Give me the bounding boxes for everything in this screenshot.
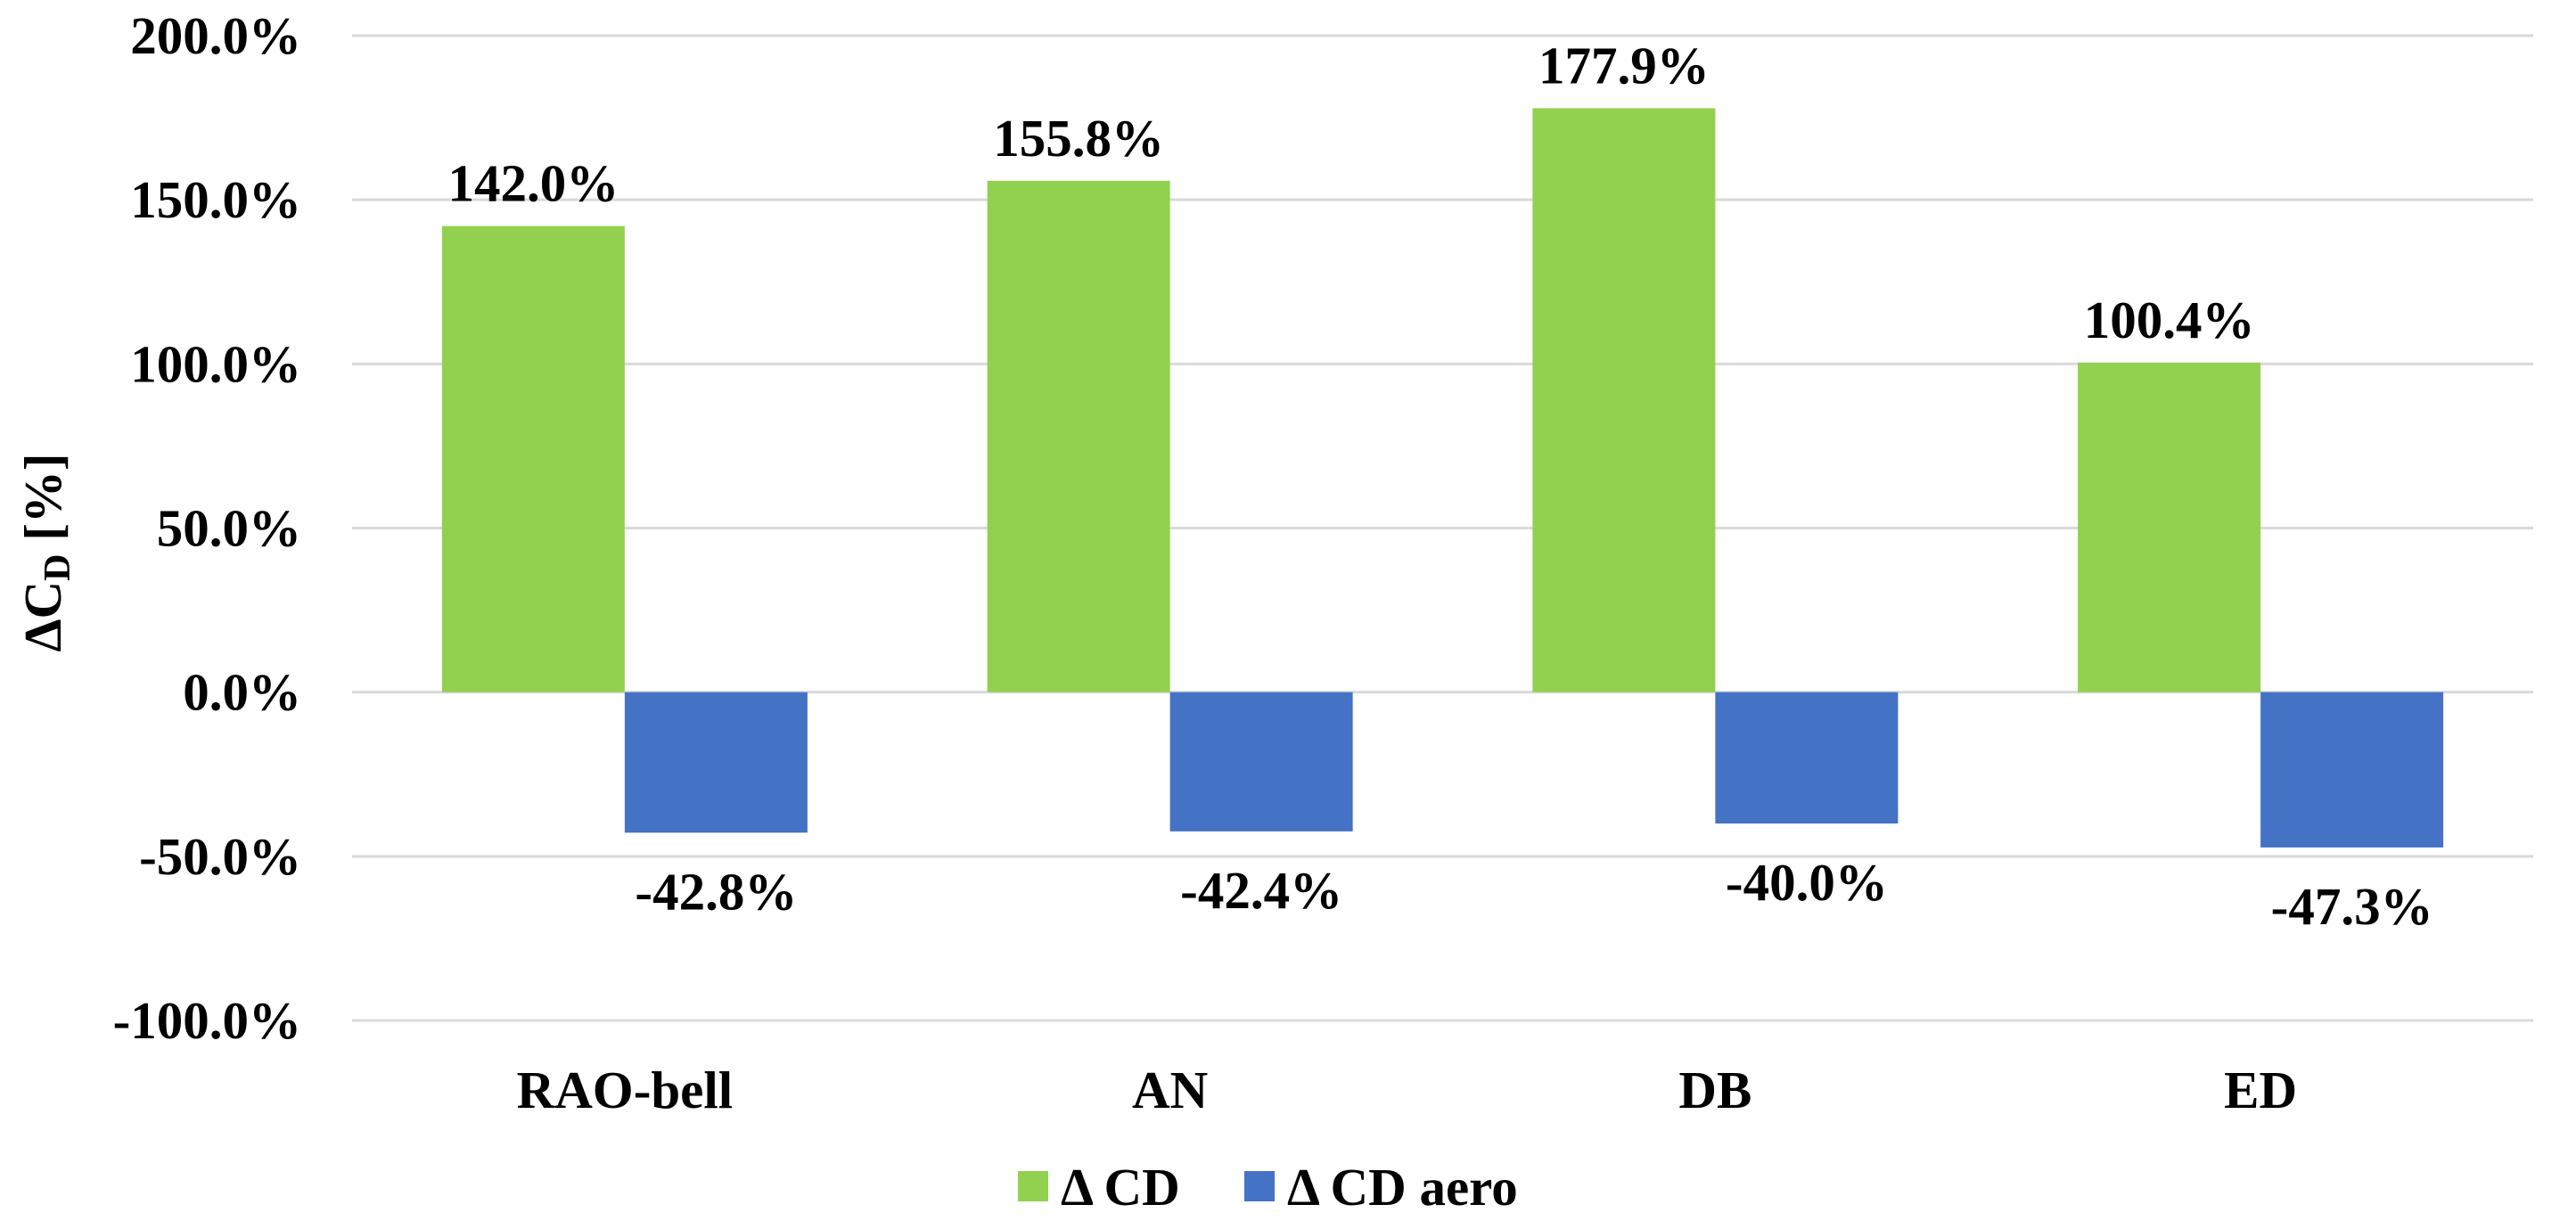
bar-delta-cd-aero	[624, 692, 808, 833]
data-label: 155.8%	[993, 109, 1164, 168]
y-tick-label: 150.0%	[130, 170, 301, 229]
x-axis-ticks: RAO-bell AN DB ED	[517, 1061, 2298, 1119]
y-tick-label: 200.0%	[130, 6, 301, 65]
bar-delta-cd-aero	[1169, 692, 1353, 832]
y-tick-label: 0.0%	[183, 663, 301, 722]
bar-delta-cd	[2078, 362, 2261, 692]
y-tick-label: 50.0%	[157, 499, 301, 558]
data-label: 177.9%	[1538, 36, 1710, 94]
bar-delta-cd-aero	[2260, 692, 2444, 848]
y-axis-ticks: 200.0% 150.0% 100.0% 50.0% 0.0% -50.0% -100.0%	[113, 6, 301, 1050]
data-label: 142.0%	[448, 154, 619, 213]
bar-delta-cd	[987, 180, 1170, 692]
y-tick-label: -50.0%	[139, 827, 301, 886]
x-tick-label: ED	[2224, 1061, 2297, 1119]
y-tick-label: 100.0%	[130, 334, 301, 393]
data-label: -40.0%	[1726, 853, 1888, 912]
legend-swatch	[1244, 1171, 1275, 1201]
legend-label: Δ CD	[1061, 1158, 1180, 1217]
y-axis-title-main: ΔC	[13, 581, 72, 652]
bar-delta-cd-aero	[1715, 692, 1899, 823]
bar-delta-cd	[1532, 108, 1716, 692]
legend: Δ CD Δ CD aero	[1018, 1158, 1518, 1217]
data-label: -42.4%	[1180, 861, 1342, 920]
y-axis-title-suffix: [%]	[13, 454, 72, 554]
data-label: -42.8%	[635, 862, 797, 921]
legend-swatch	[1018, 1171, 1048, 1201]
x-tick-label: RAO-bell	[517, 1061, 734, 1119]
y-axis-title-subscript: D	[37, 554, 78, 581]
y-tick-label: -100.0%	[113, 991, 301, 1050]
bar-delta-cd	[441, 225, 625, 692]
y-axis-title: ΔCD [%]	[13, 454, 78, 652]
x-tick-label: DB	[1678, 1061, 1752, 1119]
data-label: 100.4%	[2084, 291, 2255, 349]
data-labels: 142.0% -42.8% 155.8% -42.4% 177.9% -40.0% 100.…	[448, 36, 2433, 935]
x-tick-label: AN	[1132, 1061, 1208, 1119]
bars	[441, 108, 2444, 848]
data-label: -47.3%	[2271, 877, 2433, 936]
legend-label: Δ CD aero	[1287, 1158, 1518, 1217]
